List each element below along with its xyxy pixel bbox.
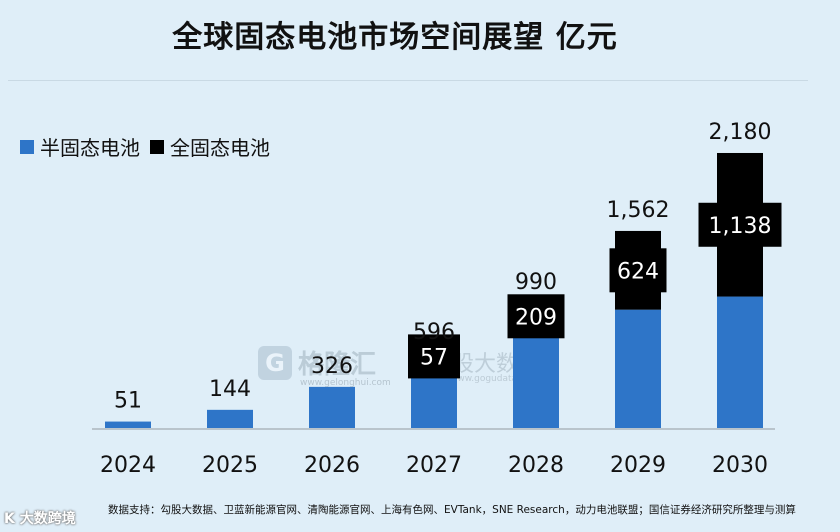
total-label-2029: 1,562 xyxy=(607,198,670,223)
watermark-right-sub: www.gogudata.com xyxy=(450,374,540,384)
bar-semi-2029 xyxy=(615,309,661,428)
segment-label-box-2029 xyxy=(609,248,667,293)
legend: 半固态电池 全固态电池 xyxy=(20,132,270,161)
x-tick-2029: 2029 xyxy=(610,453,666,478)
bar-semi-2028 xyxy=(513,329,559,428)
total-label-2030: 2,180 xyxy=(709,120,772,145)
source-note: 数据支持：勾股大数据、卫蓝新能源官网、清陶能源官网、上海有色网、EVTank，S… xyxy=(108,504,796,516)
total-label-2027: 596 xyxy=(413,320,455,345)
segment-label-2027: 57 xyxy=(420,345,448,370)
segment-label-box-2030 xyxy=(698,202,782,247)
x-tick-2027: 2027 xyxy=(406,453,462,478)
bar-semi-2030 xyxy=(717,296,763,428)
x-tick-2024: 2024 xyxy=(100,453,156,478)
total-label-2024: 51 xyxy=(114,389,142,414)
legend-item-full: 全固态电池 xyxy=(150,132,270,161)
x-tick-2025: 2025 xyxy=(202,453,258,478)
legend-swatch-full xyxy=(150,139,164,154)
watermark-name: 格隆汇 xyxy=(298,350,377,380)
watermark-sub: www.gelonghui.com xyxy=(300,378,391,388)
legend-item-semi: 半固态电池 xyxy=(20,132,140,161)
watermark-logo: G 格隆汇 xyxy=(258,344,376,381)
segment-label-2030: 1,138 xyxy=(709,214,772,239)
title-divider xyxy=(8,80,808,81)
bar-semi-2026 xyxy=(309,386,355,428)
legend-label-full: 全固态电池 xyxy=(170,136,270,160)
total-label-2025: 144 xyxy=(209,377,251,402)
x-tick-2030: 2030 xyxy=(712,453,768,478)
segment-label-2029: 624 xyxy=(617,259,659,284)
legend-swatch-semi xyxy=(20,139,34,154)
total-label-2026: 326 xyxy=(311,354,353,379)
segment-label-box-2028 xyxy=(507,294,565,339)
x-tick-2026: 2026 xyxy=(304,453,360,478)
corner-logo: K 大数跨境 xyxy=(4,511,76,527)
total-label-2028: 990 xyxy=(515,270,557,295)
bar-semi-2025 xyxy=(207,409,253,428)
x-tick-2028: 2028 xyxy=(508,453,564,478)
segment-label-box-2027 xyxy=(408,334,460,379)
segment-label-2028: 209 xyxy=(515,305,557,330)
watermark-icon: G xyxy=(258,345,292,380)
chart-title: 全球固态电池市场空间展望 亿元 xyxy=(172,20,618,55)
legend-label-semi: 半固态电池 xyxy=(40,136,140,160)
bar-semi-2024 xyxy=(105,421,151,428)
